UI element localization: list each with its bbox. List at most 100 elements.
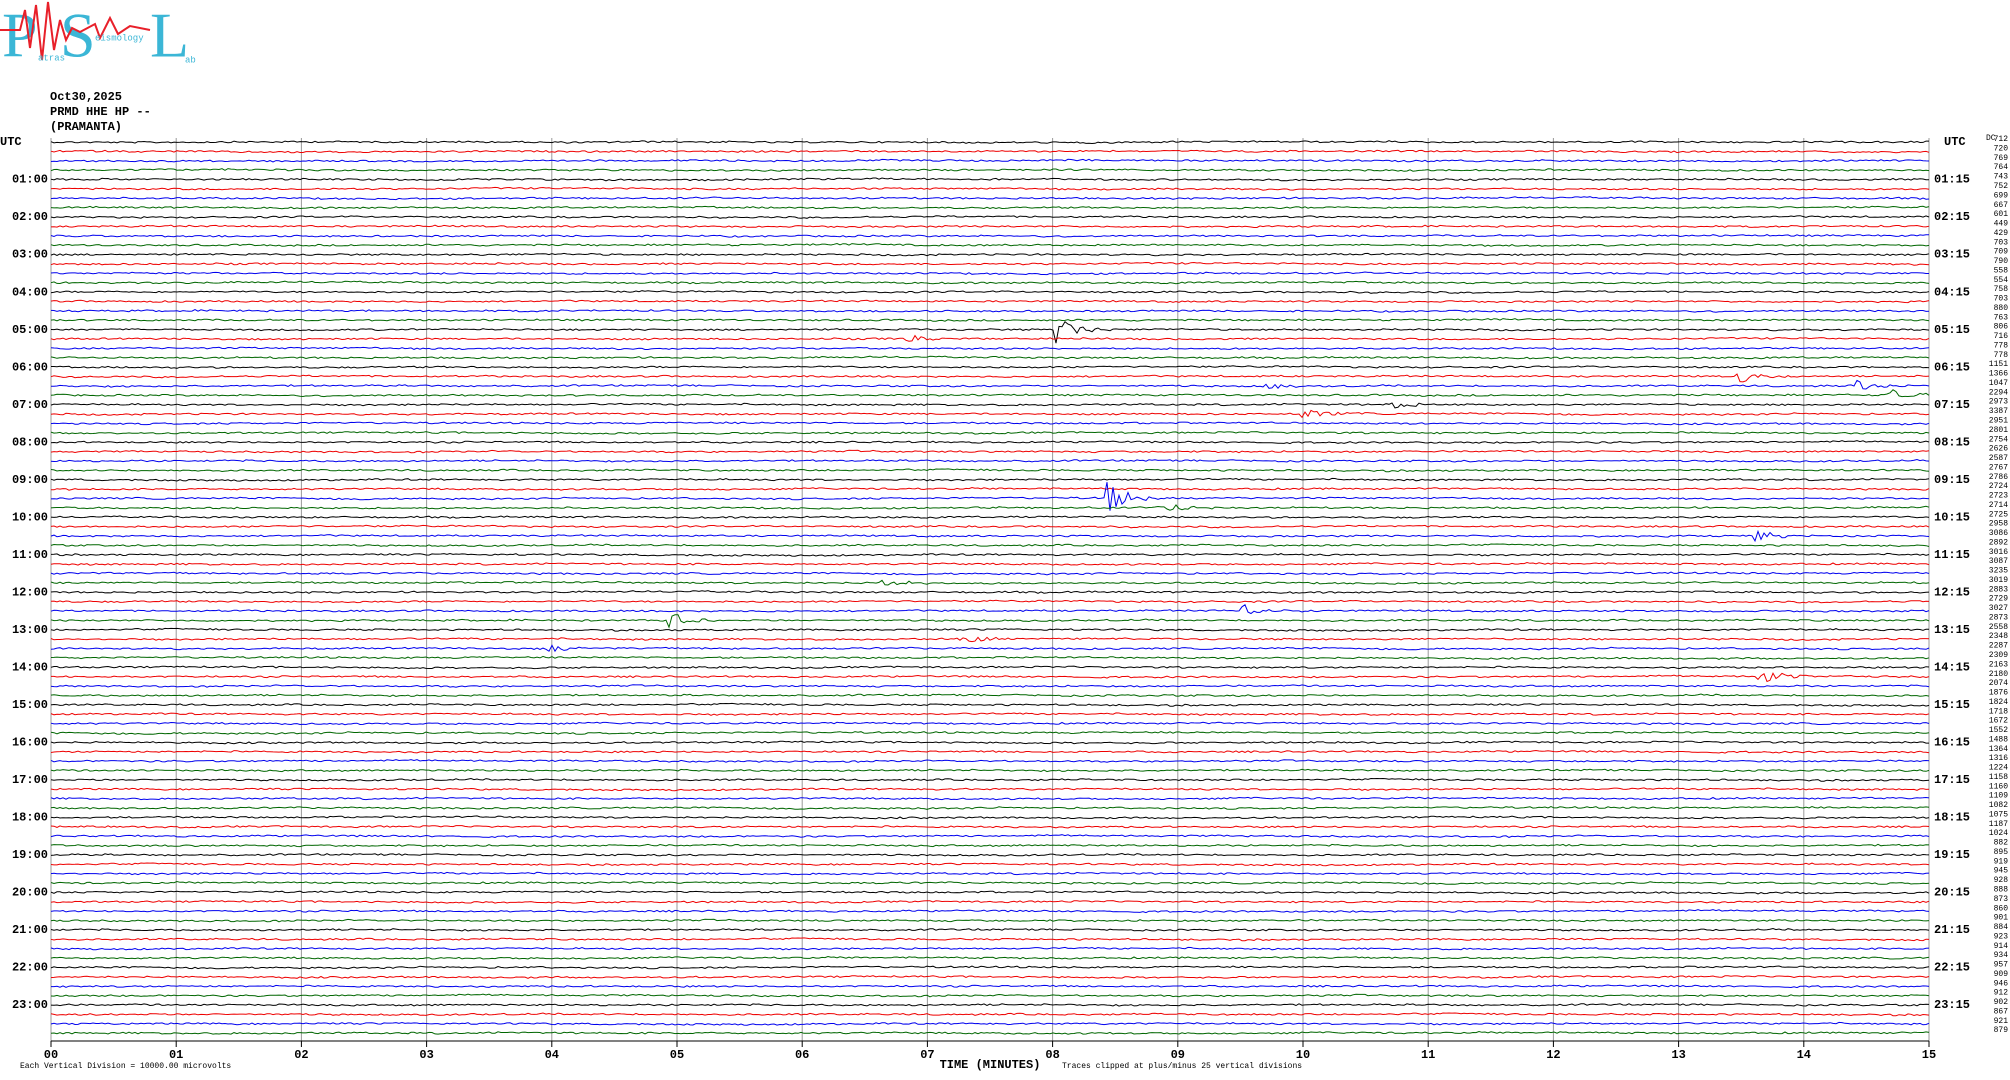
x-tick-label: 05	[670, 1048, 684, 1062]
dc-value: 1151	[1989, 360, 2008, 369]
trace	[50, 627, 1929, 632]
dc-value: 2729	[1989, 595, 2008, 604]
right-hour-label: 02:15	[1934, 210, 1970, 224]
trace	[50, 149, 1930, 154]
trace	[50, 975, 1930, 979]
left-hour-label: 11:00	[12, 548, 48, 562]
x-tick-label: 10	[1296, 1048, 1310, 1062]
dc-value: 1672	[1989, 717, 2008, 726]
dc-value: 2958	[1989, 520, 2008, 529]
trace	[51, 365, 1930, 369]
right-hour-label: 18:15	[1934, 811, 1970, 825]
left-hour-label: 18:00	[12, 811, 48, 825]
dc-value: 3387	[1989, 407, 2008, 416]
trace	[50, 168, 1930, 172]
trace	[50, 482, 1930, 511]
dc-value: 934	[1994, 951, 2009, 960]
trace	[50, 140, 1929, 145]
left-axis-title: UTC	[0, 135, 22, 149]
dc-value: 928	[1994, 876, 2009, 885]
trace	[50, 440, 1930, 445]
left-hour-label: 23:00	[12, 998, 48, 1012]
left-hour-label: 05:00	[12, 323, 48, 337]
dc-value: 921	[1994, 1017, 2009, 1026]
dc-value: 2873	[1989, 613, 2008, 622]
x-tick-label: 14	[1797, 1048, 1811, 1062]
x-tick-label: 09	[1171, 1048, 1185, 1062]
dc-value: 884	[1994, 923, 2009, 932]
trace	[50, 843, 1930, 848]
right-hour-label: 20:15	[1934, 886, 1970, 900]
dc-value: 720	[1994, 144, 2009, 153]
x-tick-label: 03	[419, 1048, 433, 1062]
trace	[50, 318, 1930, 322]
dc-value: 2786	[1989, 473, 2008, 482]
trace	[50, 900, 1930, 904]
date: Oct30,2025	[50, 90, 122, 104]
dc-value: 764	[1994, 163, 2009, 172]
dc-value: 709	[1994, 248, 2009, 257]
dc-value: 2951	[1989, 417, 2008, 426]
trace	[50, 955, 1930, 960]
dc-value: 901	[1994, 914, 2009, 923]
trace	[50, 409, 1930, 419]
trace	[50, 579, 1930, 586]
trace	[50, 636, 1930, 643]
right-hour-label: 03:15	[1934, 248, 1970, 262]
right-hour-label: 22:15	[1934, 961, 1970, 975]
dc-value: 449	[1994, 220, 2009, 229]
dc-value: 895	[1994, 848, 2009, 857]
trace	[50, 280, 1930, 285]
dc-value: 1366	[1989, 370, 2008, 379]
dc-value: 912	[1994, 989, 2009, 998]
trace	[50, 421, 1930, 426]
trace	[50, 552, 1930, 557]
clip-note: Traces clipped at plus/minus 25 vertical…	[1062, 1062, 1302, 1071]
trace	[50, 937, 1930, 942]
trace	[50, 177, 1930, 182]
x-tick-label: 15	[1922, 1048, 1936, 1062]
dc-value: 778	[1994, 341, 2009, 350]
logo-word: ab	[185, 55, 196, 65]
dc-value: 778	[1994, 351, 2009, 360]
x-tick-label: 13	[1671, 1048, 1685, 1062]
left-hour-label: 01:00	[12, 173, 48, 187]
dc-value: 2626	[1989, 445, 2008, 454]
dc-value: 1876	[1989, 689, 2008, 698]
trace	[50, 468, 1930, 473]
trace	[50, 431, 1930, 435]
trace	[50, 196, 1930, 201]
left-hour-label: 19:00	[12, 848, 48, 862]
dc-value: 2723	[1989, 492, 2008, 501]
site: (PRAMANTA)	[50, 120, 122, 134]
trace	[50, 373, 1930, 383]
dc-value: 752	[1994, 182, 2009, 191]
x-tick-label: 11	[1421, 1048, 1435, 1062]
trace	[50, 946, 1930, 951]
x-tick-label: 06	[795, 1048, 809, 1062]
left-hour-label: 13:00	[12, 623, 48, 637]
trace	[50, 224, 1930, 229]
right-hour-label: 07:15	[1934, 398, 1970, 412]
trace	[50, 768, 1930, 773]
dc-value: 902	[1994, 998, 2009, 1007]
dc-value: 2163	[1989, 660, 2008, 669]
trace	[50, 993, 1930, 998]
dc-value: 2725	[1989, 510, 2008, 519]
dc-value: 2309	[1989, 651, 2008, 660]
trace	[50, 561, 1930, 566]
dc-value: 946	[1994, 979, 2009, 988]
left-hour-label: 21:00	[12, 923, 48, 937]
dc-value: 758	[1994, 285, 2009, 294]
dc-value: 2348	[1989, 632, 2008, 641]
dc-value: 3019	[1989, 576, 2008, 585]
trace	[50, 529, 1930, 543]
dc-value: 2714	[1989, 501, 2008, 510]
dc-value: 2587	[1989, 454, 2008, 463]
right-hour-label: 16:15	[1934, 735, 1970, 749]
left-hour-label: 07:00	[12, 398, 48, 412]
dc-value: 667	[1994, 201, 2009, 210]
dc-value: 703	[1994, 295, 2009, 304]
dc-value: 601	[1994, 210, 2009, 219]
